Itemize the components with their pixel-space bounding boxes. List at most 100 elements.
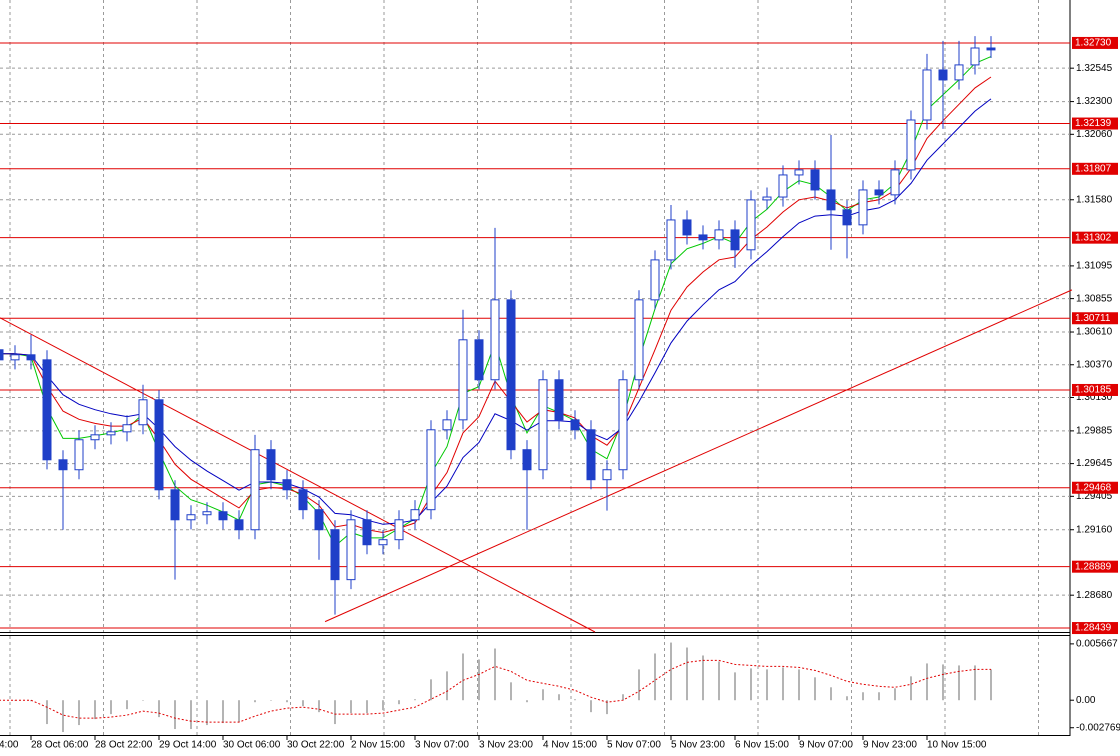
candle-body: [618, 379, 628, 471]
macd-bar: [94, 700, 96, 720]
x-tick-label: 29 Oct 14:00: [159, 740, 217, 751]
level-label-box: [1072, 162, 1118, 175]
x-tick-label: 28 Oct 06:00: [31, 740, 89, 751]
y-tick-label: 0.00: [1076, 695, 1096, 706]
level-label: 1.32730: [1075, 38, 1112, 49]
level-label: 1.30185: [1075, 385, 1112, 396]
macd-bar: [174, 700, 176, 730]
macd-bar: [494, 648, 496, 701]
candle-body: [746, 199, 756, 251]
level-label: 1.32139: [1075, 118, 1112, 129]
candle-body: [426, 429, 436, 511]
y-tick-label: 1.30370: [1076, 359, 1113, 370]
level-label-box: [1072, 312, 1118, 325]
y-tick-label: 1.30130: [1076, 392, 1113, 403]
level-label-box: [1072, 383, 1118, 396]
candle-body: [794, 169, 804, 176]
y-tick-label: 1.31095: [1076, 261, 1113, 272]
candle-body: [570, 419, 580, 431]
macd-bar: [62, 700, 64, 733]
x-tick-label: 5 Nov 23:00: [671, 740, 725, 751]
level-label: 1.30711: [1075, 313, 1111, 324]
candle-body: [458, 339, 468, 421]
candle-body: [90, 434, 100, 441]
candle-body: [858, 189, 868, 226]
y-tick-label: 1.31580: [1076, 194, 1113, 205]
x-tick-label: 4 Nov 15:00: [543, 740, 597, 751]
candle-body: [394, 519, 404, 541]
y-tick-label: 1.32300: [1076, 96, 1113, 107]
macd-bar: [206, 700, 208, 726]
candle-body: [186, 514, 196, 521]
macd-bar: [894, 688, 896, 701]
candle-body: [0, 349, 4, 361]
macd-bar: [670, 642, 672, 701]
candle-body: [714, 229, 724, 241]
level-label: 1.31807: [1075, 163, 1112, 174]
candle-body: [506, 299, 516, 451]
candle-body: [170, 489, 180, 521]
candle-body: [890, 169, 900, 196]
macd-bar: [606, 700, 608, 715]
x-tick-label: 2 Nov 15:00: [351, 740, 405, 751]
candle-body: [218, 511, 228, 521]
candle-body: [474, 339, 484, 381]
candle-body: [810, 169, 820, 191]
y-tick-label: 1.29885: [1076, 426, 1113, 437]
candle-body: [778, 174, 788, 198]
macd-bar: [510, 682, 512, 701]
candle-body: [74, 439, 84, 471]
moving-average: [0, 98, 992, 525]
macd-bar: [398, 700, 400, 705]
macd-bar: [862, 692, 864, 701]
candle-body: [138, 399, 148, 426]
x-tick-label: 10 Nov 15:00: [927, 740, 987, 751]
level-label: 1.28889: [1075, 561, 1112, 572]
candle-body: [10, 354, 20, 361]
macd-bar: [782, 667, 784, 701]
level-label-box: [1072, 36, 1118, 49]
x-tick-label: 5 Nov 07:00: [607, 740, 661, 751]
candle-body: [906, 119, 916, 171]
candle-body: [314, 509, 324, 531]
candle-body: [490, 299, 500, 381]
y-tick-label: 0.005667: [1076, 639, 1118, 650]
level-label-box: [1072, 231, 1118, 244]
candle-body: [202, 511, 212, 516]
candle-body: [26, 354, 36, 361]
macd-bar: [46, 700, 48, 725]
macd-bar: [238, 700, 240, 723]
candle-body: [554, 379, 564, 421]
macd-bar: [78, 700, 80, 726]
candle-body: [298, 489, 308, 511]
macd-bar: [430, 679, 432, 701]
candle-body: [634, 299, 644, 381]
macd-bar: [222, 700, 224, 724]
macd-bar: [142, 700, 144, 701]
macd-bar: [654, 653, 656, 701]
macd-bar: [382, 700, 384, 711]
x-tick-label: 3 Nov 07:00: [415, 740, 469, 751]
macd-bar: [846, 696, 848, 701]
candle-body: [234, 519, 244, 531]
macd-bar: [878, 692, 880, 701]
macd-bar: [462, 653, 464, 701]
level-label: 1.31302: [1075, 232, 1112, 243]
y-tick-label: 1.32545: [1076, 63, 1113, 74]
macd-bar: [414, 699, 416, 701]
candle-body: [106, 431, 116, 436]
macd-bar: [814, 677, 816, 701]
macd-bar: [942, 664, 944, 701]
macd-bar: [958, 665, 960, 701]
macd-bar: [190, 700, 192, 730]
macd-bar: [686, 647, 688, 701]
candle-body: [442, 419, 452, 431]
y-tick-label: -0.002769: [1076, 722, 1120, 733]
macd-bar: [590, 700, 592, 713]
candle-body: [266, 449, 276, 481]
macd-bar: [254, 700, 256, 703]
macd-bar: [574, 699, 576, 701]
candle-body: [762, 196, 772, 201]
